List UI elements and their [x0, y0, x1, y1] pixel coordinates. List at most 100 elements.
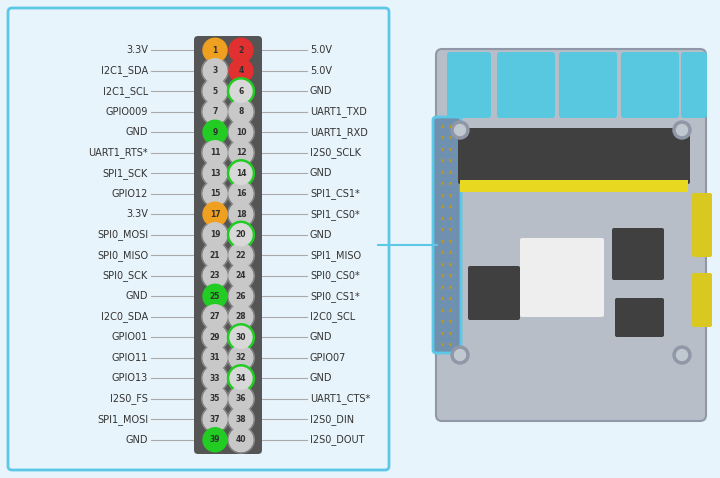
- Text: SPI0_CS0*: SPI0_CS0*: [310, 270, 360, 281]
- Text: 31: 31: [210, 353, 220, 362]
- Circle shape: [228, 324, 254, 351]
- Circle shape: [203, 346, 227, 370]
- Circle shape: [677, 124, 688, 135]
- Circle shape: [454, 124, 466, 135]
- Text: GND: GND: [310, 230, 333, 240]
- Circle shape: [451, 346, 469, 364]
- Text: 8: 8: [238, 107, 243, 116]
- Circle shape: [673, 346, 691, 364]
- FancyBboxPatch shape: [194, 36, 262, 454]
- Bar: [460, 180, 688, 192]
- Text: GND: GND: [310, 86, 333, 96]
- Text: 1: 1: [212, 46, 217, 55]
- FancyBboxPatch shape: [621, 52, 679, 118]
- Text: UART1_TXD: UART1_TXD: [310, 106, 367, 117]
- Circle shape: [229, 59, 253, 83]
- Text: 5: 5: [212, 87, 217, 96]
- Text: 35: 35: [210, 394, 220, 403]
- Text: SPI1_MOSI: SPI1_MOSI: [97, 414, 148, 425]
- Text: 3.3V: 3.3V: [126, 209, 148, 219]
- Circle shape: [203, 59, 227, 83]
- Circle shape: [230, 326, 252, 348]
- Text: 37: 37: [210, 415, 220, 424]
- Text: GND: GND: [125, 291, 148, 301]
- Text: 11: 11: [210, 148, 220, 157]
- FancyBboxPatch shape: [692, 193, 712, 257]
- Circle shape: [229, 38, 253, 62]
- Text: UART1_RTS*: UART1_RTS*: [89, 147, 148, 158]
- Text: GND: GND: [310, 168, 333, 178]
- Circle shape: [451, 121, 469, 139]
- Text: SPI1_MISO: SPI1_MISO: [310, 250, 361, 261]
- Circle shape: [203, 264, 227, 288]
- Text: GND: GND: [125, 127, 148, 137]
- Circle shape: [228, 221, 254, 248]
- FancyBboxPatch shape: [692, 273, 712, 327]
- Text: GPIO01: GPIO01: [112, 332, 148, 342]
- Text: 7: 7: [212, 107, 217, 116]
- Text: 10: 10: [235, 128, 246, 137]
- FancyBboxPatch shape: [681, 52, 707, 118]
- FancyBboxPatch shape: [458, 128, 690, 184]
- Text: 36: 36: [235, 394, 246, 403]
- Text: I2C0_SDA: I2C0_SDA: [101, 311, 148, 322]
- Circle shape: [203, 305, 227, 329]
- Text: I2C1_SCL: I2C1_SCL: [103, 86, 148, 97]
- Text: 5.0V: 5.0V: [310, 45, 332, 55]
- Text: 26: 26: [235, 292, 246, 301]
- FancyBboxPatch shape: [497, 52, 555, 118]
- Text: 22: 22: [235, 251, 246, 260]
- Circle shape: [203, 243, 227, 267]
- Text: 34: 34: [235, 374, 246, 383]
- Circle shape: [203, 407, 227, 431]
- Text: 39: 39: [210, 435, 220, 444]
- Text: SPI0_MISO: SPI0_MISO: [97, 250, 148, 261]
- Circle shape: [229, 305, 253, 329]
- Text: I2S0_DIN: I2S0_DIN: [310, 414, 354, 425]
- Text: 2: 2: [238, 46, 243, 55]
- Text: SPI1_CS0*: SPI1_CS0*: [310, 209, 360, 220]
- FancyBboxPatch shape: [615, 298, 664, 337]
- Text: 3.3V: 3.3V: [126, 45, 148, 55]
- Text: GPIO11: GPIO11: [112, 353, 148, 363]
- Text: 29: 29: [210, 333, 220, 342]
- Circle shape: [230, 367, 252, 389]
- Text: 24: 24: [235, 271, 246, 280]
- Circle shape: [677, 349, 688, 360]
- Circle shape: [203, 284, 227, 308]
- Circle shape: [203, 38, 227, 62]
- Text: SPI0_SCK: SPI0_SCK: [103, 270, 148, 281]
- Text: SPI1_CS1*: SPI1_CS1*: [310, 188, 360, 199]
- Circle shape: [229, 428, 253, 452]
- FancyBboxPatch shape: [559, 52, 617, 118]
- Text: I2S0_DOUT: I2S0_DOUT: [310, 435, 364, 445]
- Text: 32: 32: [235, 353, 246, 362]
- FancyBboxPatch shape: [612, 228, 664, 280]
- Text: 6: 6: [238, 87, 243, 96]
- Circle shape: [203, 428, 227, 452]
- Circle shape: [230, 162, 252, 184]
- FancyBboxPatch shape: [520, 238, 604, 317]
- Circle shape: [203, 223, 227, 247]
- Text: 12: 12: [235, 148, 246, 157]
- Circle shape: [203, 325, 227, 349]
- Text: 15: 15: [210, 189, 220, 198]
- Text: 27: 27: [210, 312, 220, 321]
- Text: 4: 4: [238, 66, 243, 75]
- Circle shape: [229, 264, 253, 288]
- Circle shape: [203, 366, 227, 390]
- Circle shape: [454, 349, 466, 360]
- Text: GND: GND: [125, 435, 148, 445]
- Circle shape: [230, 80, 252, 102]
- Text: 5.0V: 5.0V: [310, 66, 332, 76]
- Text: 18: 18: [235, 210, 246, 219]
- Circle shape: [229, 284, 253, 308]
- Text: GND: GND: [310, 332, 333, 342]
- Text: 30: 30: [235, 333, 246, 342]
- Text: 38: 38: [235, 415, 246, 424]
- FancyBboxPatch shape: [433, 117, 461, 353]
- Text: SPI0_CS1*: SPI0_CS1*: [310, 291, 360, 302]
- Circle shape: [203, 202, 227, 226]
- Text: UART1_CTS*: UART1_CTS*: [310, 393, 370, 404]
- Text: 14: 14: [235, 169, 246, 178]
